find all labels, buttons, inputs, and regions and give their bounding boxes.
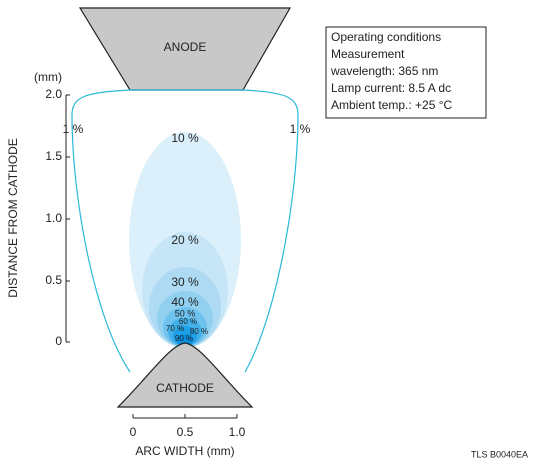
contour-90 bbox=[177, 334, 193, 346]
condition: Measurement bbox=[331, 47, 405, 61]
contour-1 bbox=[71, 89, 299, 373]
contour-label: 10 % bbox=[171, 131, 199, 145]
figure-code: TLS B0040EA bbox=[471, 449, 528, 459]
condition: Ambient temp.: +25 °C bbox=[331, 98, 453, 112]
y-axis bbox=[65, 94, 70, 343]
contour-label: 30 % bbox=[171, 275, 199, 289]
y-tick-label: 1.5 bbox=[45, 149, 62, 163]
x-tick-label: 1.0 bbox=[229, 425, 246, 439]
cathode-label: CATHODE bbox=[156, 381, 214, 395]
contour-label: 60 % bbox=[179, 317, 197, 326]
contour-label: 70 % bbox=[166, 324, 184, 333]
contour-label: 40 % bbox=[171, 295, 199, 309]
x-axis bbox=[132, 414, 238, 419]
contour-label: 1 % bbox=[63, 122, 84, 136]
contour-label: 80 % bbox=[190, 327, 208, 336]
y-tick-label: 1.0 bbox=[45, 211, 62, 225]
contour-label: 20 % bbox=[171, 233, 199, 247]
x-tick-label: 0.5 bbox=[177, 425, 194, 439]
y-tick-label: 0 bbox=[55, 334, 62, 348]
x-tick-label: 0 bbox=[130, 425, 137, 439]
y-axis-title: DISTANCE FROM CATHODE bbox=[6, 138, 20, 298]
contour-label: 50 % bbox=[175, 308, 196, 318]
conditions-box bbox=[325, 26, 487, 119]
condition: Operating conditions bbox=[331, 30, 441, 44]
y-tick-label: 0.5 bbox=[45, 273, 62, 287]
anode-label: ANODE bbox=[164, 40, 207, 54]
condition: wavelength: 365 nm bbox=[330, 64, 438, 78]
contours bbox=[129, 132, 241, 348]
cathode bbox=[116, 342, 254, 408]
y-unit: (mm) bbox=[34, 70, 62, 84]
condition: Lamp current: 8.5 A dc bbox=[331, 81, 451, 95]
y-tick-label: 2.0 bbox=[45, 87, 62, 101]
contour-label: 1 % bbox=[290, 122, 311, 136]
contour-label: 90 % bbox=[175, 334, 193, 343]
x-axis-title: ARC WIDTH (mm) bbox=[135, 444, 234, 458]
